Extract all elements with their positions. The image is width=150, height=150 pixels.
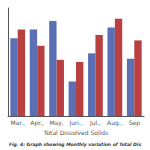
svg-text:May,: May,	[49, 119, 63, 127]
svg-text:Jul.,: Jul.,	[89, 119, 101, 127]
svg-text:Mar.,: Mar.,	[10, 119, 25, 126]
svg-text:Total Dissolved Solids: Total Dissolved Solids	[43, 129, 109, 136]
svg-text:Jun.,: Jun.,	[68, 119, 82, 127]
svg-text:Apr.,: Apr.,	[30, 119, 44, 127]
svg-text:Aug.,: Aug.,	[107, 119, 123, 127]
svg-text:Sep: Sep	[129, 119, 141, 127]
svg-text:Fig. 4: Graph showing Monthly: Fig. 4: Graph showing Monthly variation …	[9, 142, 141, 147]
